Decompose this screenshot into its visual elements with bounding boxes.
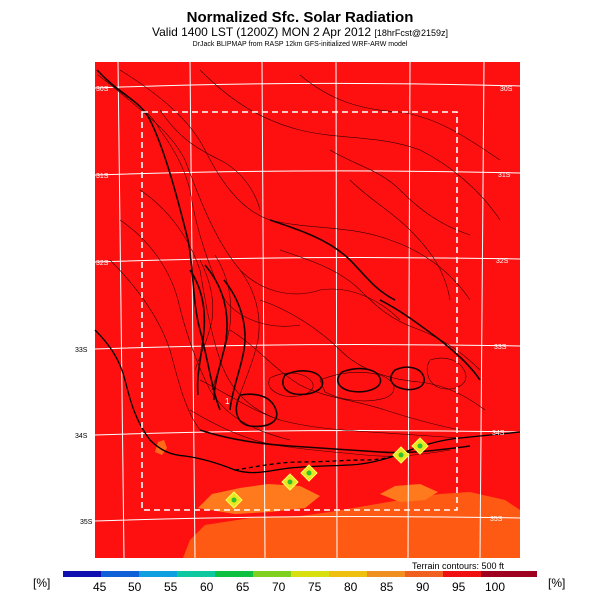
lat-label-left: 30S [96, 86, 109, 93]
colorbar-segment [253, 571, 291, 577]
colorbar [63, 571, 537, 577]
lat-label-right: 31S [498, 172, 511, 179]
lon-label-top: 22E [404, 57, 417, 64]
marker-dot [398, 452, 404, 458]
lat-label-right: 34S [492, 430, 505, 437]
terrain-contours-major [96, 69, 481, 454]
lat-label-right: 35S [490, 516, 503, 523]
colorbar-segment [405, 571, 443, 577]
lat-label-right: 30S [500, 86, 513, 93]
colorbar-segment [367, 571, 405, 577]
colorbar-tick: 70 [272, 580, 286, 594]
colorbar-tick: 80 [344, 580, 358, 594]
colorbar-unit-left: [%] [33, 576, 51, 590]
orange-band [183, 492, 520, 558]
lat-label-right: 33S [494, 344, 507, 351]
colorbar-tick: 75 [308, 580, 322, 594]
colorbar-segment [101, 571, 139, 577]
colorbar-segment [139, 571, 177, 577]
colorbar-tick: 50 [128, 580, 142, 594]
colorbar-tick: 60 [200, 580, 214, 594]
orange-patch-right [380, 484, 438, 502]
lon-label-bottom: 20E [260, 561, 273, 568]
valid-time: Valid 1400 LST (1200Z) MON 2 Apr 2012 [1… [0, 25, 600, 39]
chart-title: Normalized Sfc. Solar Radiation [186, 9, 414, 26]
lon-label-top: 19E [184, 57, 197, 64]
coastline-dashed [234, 447, 416, 471]
lat-label-right: 32S [496, 258, 509, 265]
lon-label-top: 18E [112, 57, 125, 64]
colorbar-segment [215, 571, 253, 577]
coastline [94, 329, 521, 474]
colorbar-segment [481, 571, 537, 577]
lon-labels-bottom: 18E 19E 20E 21E [119, 561, 345, 570]
colorbar-segment [329, 571, 367, 577]
colorbar-tick: 100 [485, 580, 506, 594]
marker-dot [231, 497, 237, 503]
colorbar-tick: 90 [416, 580, 430, 594]
graticule [94, 61, 521, 559]
colorbar-tick: 95 [452, 580, 466, 594]
marker-dot [287, 479, 293, 485]
lat-label-left: 35S [80, 519, 93, 526]
colorbar-segment [177, 571, 215, 577]
marker-dot [417, 443, 423, 449]
lon-label-bottom: 21E [332, 561, 345, 568]
forecast-stamp: [18hrFcst@2159z] [374, 28, 449, 38]
lon-label-top: 21E [330, 57, 343, 64]
colorbar-tick: 85 [380, 580, 394, 594]
lat-label-left: 33S [75, 347, 88, 354]
inner-domain-boundary [141, 111, 458, 511]
colorbar-segment [291, 571, 329, 577]
colorbar-tick: 45 [93, 580, 107, 594]
lon-label-bottom: 19E [190, 561, 203, 568]
terrain-note: Terrain contours: 500 ft [412, 561, 505, 571]
orange-patch-left [198, 484, 320, 514]
colorbar-tick: 55 [164, 580, 178, 594]
model-subtitle: DrJack BLIPMAP from RASP 12km GFS-initia… [192, 41, 408, 48]
lon-label-top: 20E [256, 57, 269, 64]
valid-main: Valid 1400 LST (1200Z) MON 2 Apr 2012 [151, 25, 371, 39]
lat-label-left: 34S [75, 433, 88, 440]
lat-labels-right: 30S 31S 32S 33S 34S 35S [490, 86, 513, 523]
lon-label-bottom: 18E [119, 563, 132, 570]
spot-label: 1 [225, 397, 230, 406]
colorbar-segment [443, 571, 481, 577]
lat-label-left: 31S [96, 173, 109, 180]
lon-label-top: 23E [478, 57, 491, 64]
orange-spot [155, 440, 167, 455]
marker-dot [306, 470, 312, 476]
colorbar-unit-right: [%] [548, 576, 566, 590]
colorbar-tick: 65 [236, 580, 250, 594]
lat-label-left: 32S [96, 260, 109, 267]
lat-labels-left: 30S 31S 32S 33S 34S 35S [75, 86, 109, 526]
coastal-markers [225, 437, 429, 509]
colorbar-segment [63, 571, 101, 577]
lon-labels-top: 18E 19E 20E 21E 22E 23E [112, 57, 491, 64]
